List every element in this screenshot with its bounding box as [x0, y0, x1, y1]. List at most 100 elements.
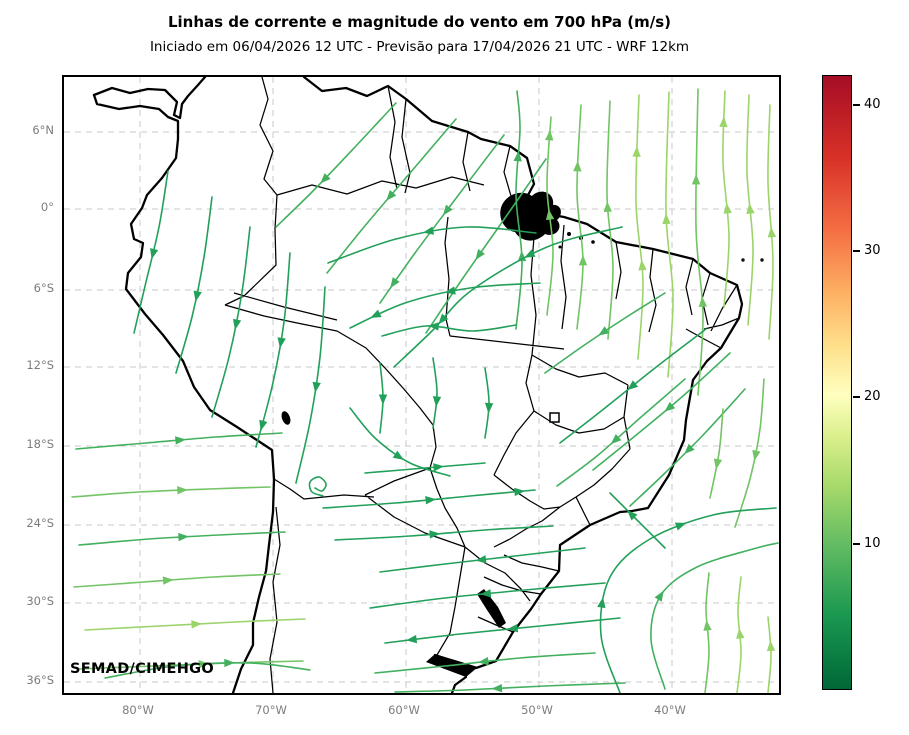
streamline [349, 407, 451, 477]
streamline-arrow [406, 634, 418, 644]
coastline-pacific [92, 93, 276, 693]
streamline-arrow [444, 286, 456, 295]
streamline-arrow [477, 657, 489, 666]
streamline-arrow [259, 419, 268, 431]
streamline-arrow [438, 313, 449, 325]
streamline-arrow [766, 640, 776, 652]
streamline-arrow [627, 380, 639, 391]
streamline-arrow [545, 209, 555, 221]
streamline-arrow [752, 449, 761, 462]
country-state-borders [224, 77, 740, 693]
map-svg [64, 77, 779, 693]
streamline-arrow [713, 458, 723, 470]
streamline [484, 367, 490, 439]
lat-tick-label: 24°S [26, 516, 54, 530]
streamline [425, 158, 547, 334]
island-dot [741, 258, 745, 262]
lat-tick-label: 6°S [33, 281, 54, 295]
water-features [281, 191, 595, 677]
streamline-arrow [312, 381, 321, 393]
lon-tick-label: 70°W [255, 703, 287, 717]
streamline-arrow [392, 450, 404, 460]
streamline-arrow [484, 402, 494, 414]
streamline-arrow [425, 496, 437, 505]
streamline [104, 662, 311, 679]
lake-titicaca [281, 411, 291, 425]
colorbar-tick-mark [853, 103, 860, 106]
streamline-arrow [378, 394, 388, 405]
lat-tick-label: 18°S [26, 437, 54, 451]
streamline [665, 91, 674, 378]
streamline [767, 104, 774, 340]
streamline-arrow [429, 530, 441, 539]
colorbar-tick-label: 10 [864, 535, 881, 551]
streamline-arrow [162, 576, 174, 585]
delta-islet [558, 245, 562, 249]
streamline [767, 616, 772, 693]
streamline-arrow [603, 201, 613, 213]
lon-tick-label: 80°W [122, 703, 154, 717]
streamline-arrow [524, 249, 536, 258]
streamline-arrow [370, 309, 382, 318]
streamline [515, 90, 523, 330]
streamline [384, 617, 621, 644]
streamline-arrow [277, 337, 286, 349]
coastline-atlantic [302, 77, 744, 670]
streamline-arrow [597, 597, 606, 609]
streamline-arrow [674, 522, 687, 531]
streamline-arrow [684, 443, 695, 455]
streamline [432, 357, 438, 429]
streamline-arrow [177, 486, 188, 495]
reservoir-square [549, 412, 560, 423]
streamline [379, 134, 505, 304]
map-canvas: SEMAD/CIMEHGO [62, 75, 781, 695]
streamline-arrow [232, 318, 242, 330]
delta-islet [591, 240, 595, 244]
streamline-arrow [698, 296, 708, 307]
delta-islet [567, 232, 571, 236]
streamline-arrow [422, 226, 435, 235]
colorbar-tick-mark [853, 542, 860, 545]
streamline-arrow [736, 628, 745, 639]
streamline [606, 100, 614, 340]
streamline-arrow [578, 254, 588, 266]
coastline-caribbean [92, 77, 207, 120]
streamline [255, 252, 291, 448]
streamline-arrow [475, 555, 487, 564]
colorbar-tick-mark [853, 249, 860, 252]
streamline-arrow [746, 203, 755, 215]
streamlines-layer [71, 88, 779, 693]
streamline [308, 476, 327, 497]
streamline-arrow [573, 160, 582, 172]
streamline-arrow [191, 620, 202, 629]
streamline-arrow [654, 590, 664, 602]
streamline-arrow [390, 277, 400, 289]
lon-tick-label: 50°W [521, 703, 553, 717]
streamline [709, 408, 724, 499]
streamline [609, 492, 666, 549]
streamline-arrow [513, 150, 522, 162]
streamline-arrow [193, 290, 202, 302]
streamline-arrow [514, 487, 525, 497]
streamline-arrow [475, 249, 485, 261]
lat-tick-label: 6°N [32, 123, 54, 137]
lagoa-dos-patos [477, 589, 506, 628]
streamline [695, 88, 704, 396]
colorbar-tick-label: 20 [864, 389, 881, 405]
streamline [592, 352, 731, 471]
ocean-islands [741, 258, 764, 262]
streamline-arrow [320, 173, 331, 184]
streamline-arrow [442, 204, 453, 216]
colorbar-tick-mark [853, 396, 860, 399]
streamline-arrow [175, 436, 186, 445]
colorbar-tick-label: 30 [864, 242, 881, 258]
lat-tick-label: 12°S [26, 358, 54, 372]
streamline-arrow [386, 190, 397, 201]
lat-tick-label: 36°S [26, 673, 54, 687]
streamline [576, 104, 584, 330]
streamline [275, 102, 397, 228]
streamline-arrow [428, 322, 440, 331]
agency-watermark: SEMAD/CIMEHGO [70, 661, 214, 677]
streamline-arrow [719, 116, 728, 128]
streamline-arrow [610, 434, 622, 445]
